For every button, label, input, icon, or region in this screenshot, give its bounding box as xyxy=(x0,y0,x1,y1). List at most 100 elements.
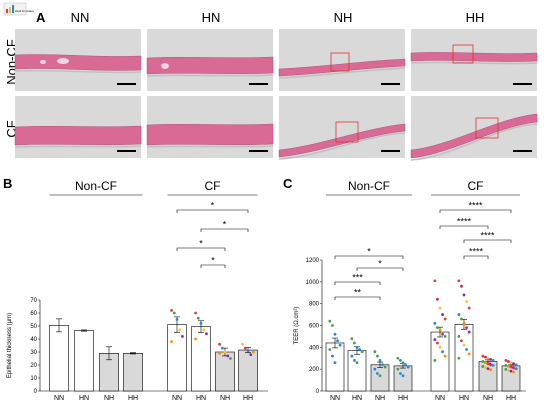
significance-label: * xyxy=(211,201,215,211)
data-point xyxy=(462,293,466,297)
x-tick-label: NH xyxy=(375,395,385,402)
data-point xyxy=(443,335,447,338)
data-point xyxy=(512,370,515,374)
significance-label: * xyxy=(211,256,215,266)
bar-nn-cf xyxy=(430,331,450,392)
y-tick-label: 1200 xyxy=(306,258,320,264)
membrane-line xyxy=(410,123,538,161)
micrograph-cf-nh xyxy=(278,96,406,160)
data-point xyxy=(378,359,382,362)
data-point xyxy=(205,332,208,336)
data-point xyxy=(486,362,490,366)
data-point xyxy=(355,361,359,365)
data-point xyxy=(178,328,182,332)
y-tick-label: 0 xyxy=(316,389,320,395)
bar-nn-noncf xyxy=(49,325,69,392)
data-point xyxy=(223,350,227,354)
data-point xyxy=(333,332,337,336)
data-point xyxy=(462,321,466,325)
data-point xyxy=(218,342,221,346)
y-tick-label: 1000 xyxy=(306,280,320,286)
group-label-non-cf: Non-CF xyxy=(75,179,117,193)
membrane-line xyxy=(410,61,538,65)
data-point xyxy=(172,311,176,315)
bar-hn-noncf xyxy=(74,330,94,392)
data-point xyxy=(457,279,461,283)
data-point xyxy=(507,364,510,368)
data-point xyxy=(481,360,485,363)
significance-bracket xyxy=(334,296,381,300)
x-tick-label: NN xyxy=(435,395,445,402)
group-label-non-cf: Non-CF xyxy=(348,179,390,193)
data-point xyxy=(460,339,463,343)
membrane-line xyxy=(278,67,406,79)
data-point xyxy=(484,355,487,359)
data-point xyxy=(486,367,490,371)
data-point xyxy=(436,326,439,330)
micrograph-non-cf-hn xyxy=(146,29,274,91)
significance-bracket xyxy=(439,209,512,213)
y-tick-label: 0 xyxy=(34,389,38,395)
data-point xyxy=(373,367,377,371)
data-point xyxy=(504,367,508,371)
x-tick-label: NN xyxy=(330,395,340,402)
x-tick-label: NN xyxy=(54,395,64,402)
data-point xyxy=(399,359,402,362)
data-point xyxy=(443,354,447,358)
data-point xyxy=(486,356,490,360)
column-label-nh: NH xyxy=(334,10,353,25)
data-point xyxy=(504,359,508,362)
data-point xyxy=(220,346,224,350)
data-point xyxy=(170,340,173,343)
highlight-box xyxy=(452,44,474,64)
micrograph-cf-hh xyxy=(410,96,538,161)
data-point xyxy=(443,317,447,321)
data-point xyxy=(406,365,410,369)
data-point xyxy=(504,363,508,367)
bar-hn-cf xyxy=(191,326,211,392)
update-check-logo[interactable]: check for updates xyxy=(3,2,35,16)
significance-label: **** xyxy=(457,217,472,227)
data-point xyxy=(396,356,400,360)
data-point xyxy=(338,343,342,347)
significance-label: **** xyxy=(480,231,495,241)
data-point xyxy=(331,324,334,327)
significance-bracket xyxy=(463,239,512,243)
data-point xyxy=(194,337,197,341)
data-point xyxy=(396,367,400,371)
data-point xyxy=(457,313,461,316)
y-tick-label: 10 xyxy=(30,376,37,382)
x-tick-label: HN xyxy=(79,395,89,402)
significance-bracket xyxy=(200,228,249,232)
x-tick-label: HH xyxy=(128,395,138,402)
significance-label: * xyxy=(223,220,227,230)
data-point xyxy=(353,341,356,345)
data-point xyxy=(489,363,492,367)
x-tick-label: NH xyxy=(483,395,493,402)
data-point xyxy=(460,317,463,321)
data-point xyxy=(333,361,337,365)
data-point xyxy=(433,338,437,342)
highlight-box xyxy=(335,121,359,143)
x-tick-label: HN xyxy=(196,395,206,402)
data-point xyxy=(378,374,382,378)
data-point xyxy=(229,357,232,360)
epithelium-band xyxy=(14,54,142,71)
column-label-hh: HH xyxy=(466,10,485,25)
significance-bracket xyxy=(439,225,489,229)
lumen-space xyxy=(57,58,69,64)
panel-a-letter: A xyxy=(36,10,46,25)
group-label-cf: CF xyxy=(468,179,484,193)
data-point xyxy=(226,354,230,358)
epithelium-band xyxy=(146,123,274,146)
y-tick-label: 200 xyxy=(309,367,320,373)
data-point xyxy=(438,328,442,332)
data-point xyxy=(441,350,444,354)
micrograph-non-cf-nn xyxy=(14,29,142,91)
data-point xyxy=(509,361,513,365)
data-point xyxy=(438,306,442,310)
x-tick-label: HN xyxy=(459,395,469,402)
membrane-line xyxy=(14,69,142,74)
highlight-box xyxy=(330,52,350,72)
